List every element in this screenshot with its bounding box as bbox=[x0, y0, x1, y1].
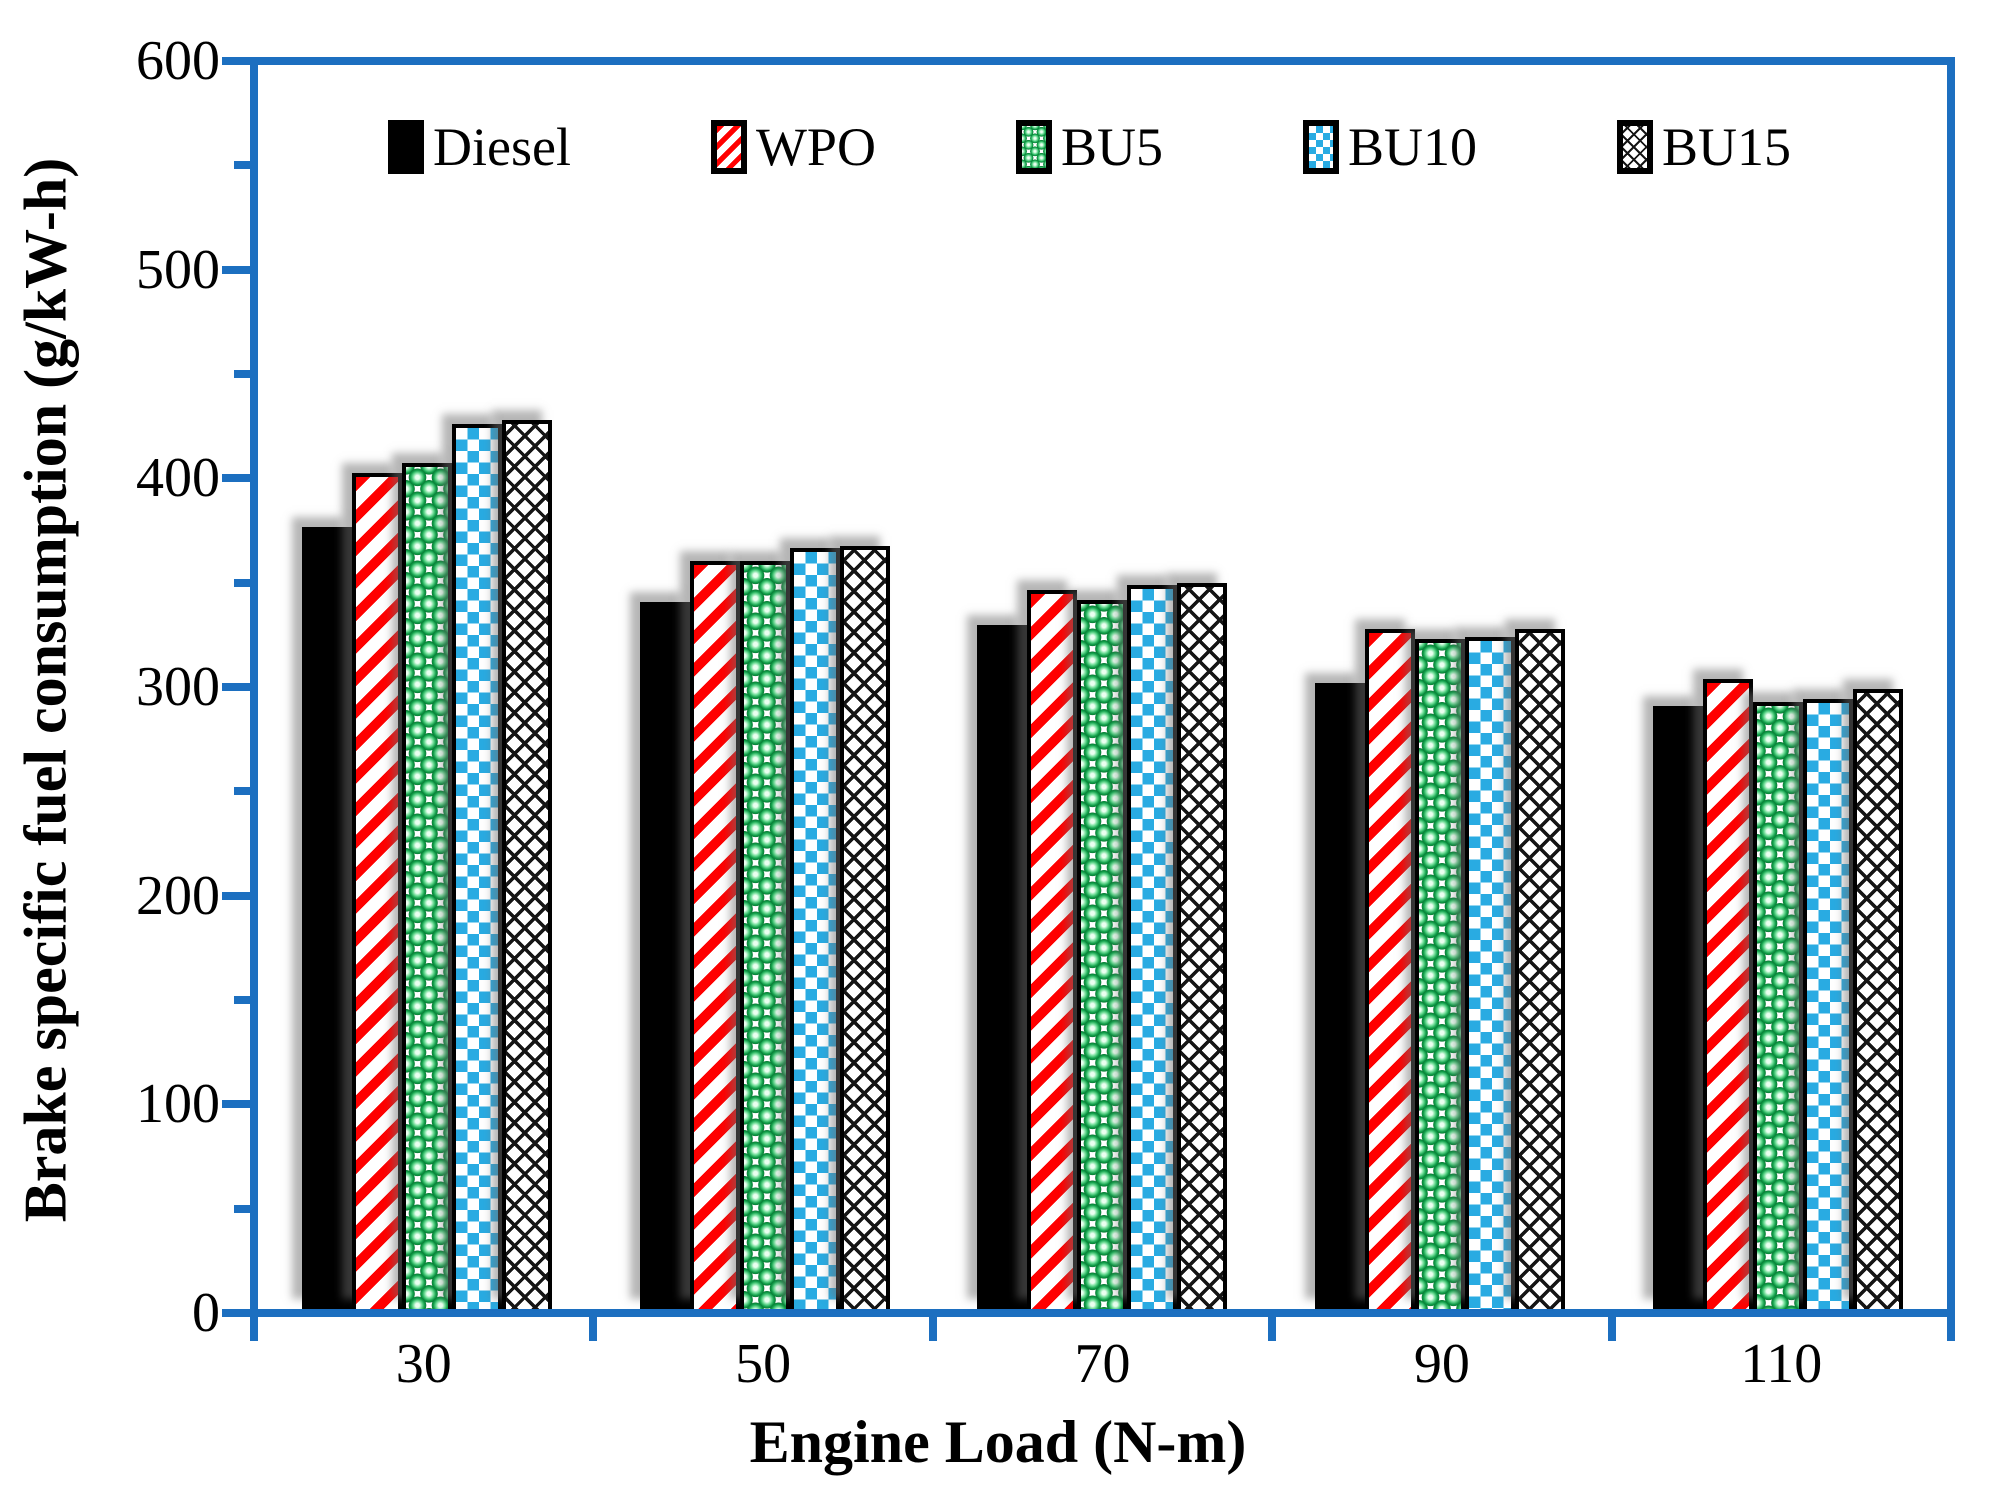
bar-bu15-50 bbox=[839, 546, 890, 1309]
y-axis-tick-450 bbox=[234, 370, 250, 378]
legend-item-diesel: Diesel bbox=[388, 120, 571, 174]
bar-group-110 bbox=[1609, 65, 1947, 1309]
y-axis-tick-500 bbox=[222, 265, 250, 274]
legend-swatch-bu10 bbox=[1302, 120, 1339, 174]
y-axis-tick-250 bbox=[234, 787, 250, 796]
bar-wpo-70 bbox=[1027, 589, 1078, 1309]
legend-label-bu5: BU5 bbox=[1060, 117, 1163, 177]
x-axis-tick-5 bbox=[1947, 1317, 1955, 1341]
x-tick-label-30: 30 bbox=[395, 1333, 452, 1395]
bar-bu10-110 bbox=[1803, 699, 1854, 1309]
bar-diesel-30 bbox=[301, 527, 352, 1309]
legend: Diesel WPO BU5 BU10 BU15 bbox=[258, 120, 1947, 174]
y-tick-label-600: 600 bbox=[136, 30, 220, 92]
y-axis-tick-550 bbox=[234, 161, 250, 170]
x-axis-tick-3 bbox=[1268, 1317, 1277, 1341]
x-axis-tick-0 bbox=[250, 1317, 258, 1341]
bar-bu5-30 bbox=[401, 463, 452, 1309]
bar-bu10-50 bbox=[789, 548, 840, 1309]
bar-diesel-70 bbox=[977, 624, 1028, 1309]
bar-bu10-90 bbox=[1465, 637, 1516, 1309]
bar-group-90 bbox=[1271, 65, 1609, 1309]
x-axis-title: Engine Load (N-m) bbox=[749, 1409, 1247, 1475]
bar-bu15-90 bbox=[1515, 628, 1566, 1309]
y-tick-label-300: 300 bbox=[136, 656, 220, 718]
x-tick-label-50: 50 bbox=[735, 1333, 792, 1395]
y-tick-label-400: 400 bbox=[136, 447, 220, 510]
legend-label-bu10: BU10 bbox=[1347, 117, 1477, 177]
y-axis-tick-50 bbox=[234, 1204, 250, 1213]
bar-diesel-90 bbox=[1315, 682, 1366, 1309]
bar-bu5-110 bbox=[1753, 701, 1804, 1309]
y-tick-label-200: 200 bbox=[136, 864, 220, 927]
legend-item-bu5: BU5 bbox=[1015, 117, 1163, 177]
x-tick-label-70: 70 bbox=[1074, 1333, 1131, 1395]
legend-label-diesel: Diesel bbox=[433, 117, 571, 177]
y-axis-tick-600 bbox=[222, 57, 250, 65]
y-tick-label-0: 0 bbox=[192, 1282, 220, 1344]
y-axis-tick-100 bbox=[222, 1100, 250, 1109]
bar-diesel-50 bbox=[639, 602, 690, 1309]
x-axis-tick-1 bbox=[589, 1317, 598, 1341]
y-axis-tick-400 bbox=[222, 474, 250, 483]
legend-swatch-bu15 bbox=[1616, 120, 1653, 174]
bar-bu15-110 bbox=[1853, 689, 1904, 1309]
y-tick-label-500: 500 bbox=[136, 238, 220, 301]
y-axis-tick-350 bbox=[234, 578, 250, 587]
bar-bu5-70 bbox=[1077, 599, 1128, 1309]
bar-group-70 bbox=[934, 65, 1272, 1309]
bar-bu15-30 bbox=[501, 419, 552, 1309]
legend-swatch-bu5 bbox=[1015, 120, 1052, 174]
bar-bu5-50 bbox=[739, 560, 790, 1309]
y-axis-tick-0 bbox=[222, 1309, 250, 1317]
bar-wpo-110 bbox=[1703, 678, 1754, 1309]
x-tick-label-110: 110 bbox=[1740, 1333, 1823, 1395]
x-axis-tick-4 bbox=[1607, 1317, 1616, 1341]
bar-diesel-110 bbox=[1653, 705, 1704, 1309]
y-tick-label-100: 100 bbox=[136, 1073, 220, 1136]
bar-wpo-90 bbox=[1365, 628, 1416, 1309]
legend-item-bu15: BU15 bbox=[1616, 117, 1791, 177]
legend-item-wpo: WPO bbox=[710, 117, 876, 177]
legend-label-bu15: BU15 bbox=[1661, 117, 1791, 177]
bar-group-50 bbox=[596, 65, 934, 1309]
bar-bu10-70 bbox=[1127, 585, 1178, 1309]
legend-item-bu10: BU10 bbox=[1302, 117, 1477, 177]
x-axis-tick-2 bbox=[928, 1317, 937, 1341]
bar-bu10-30 bbox=[451, 423, 502, 1309]
y-axis-tick-150 bbox=[234, 996, 250, 1004]
y-axis-tick-200 bbox=[222, 891, 250, 900]
legend-label-wpo: WPO bbox=[755, 117, 876, 177]
y-axis-tick-300 bbox=[222, 683, 250, 691]
plot-area: Diesel WPO BU5 BU10 BU15 bbox=[250, 57, 1955, 1317]
x-tick-label-90: 90 bbox=[1413, 1333, 1470, 1395]
legend-swatch-diesel bbox=[388, 120, 424, 174]
bar-wpo-50 bbox=[689, 560, 740, 1309]
legend-swatch-wpo bbox=[710, 120, 747, 174]
bar-wpo-30 bbox=[351, 473, 402, 1309]
bar-bu5-90 bbox=[1415, 639, 1466, 1309]
bar-bu15-70 bbox=[1177, 583, 1228, 1309]
bar-group-30 bbox=[258, 65, 596, 1309]
